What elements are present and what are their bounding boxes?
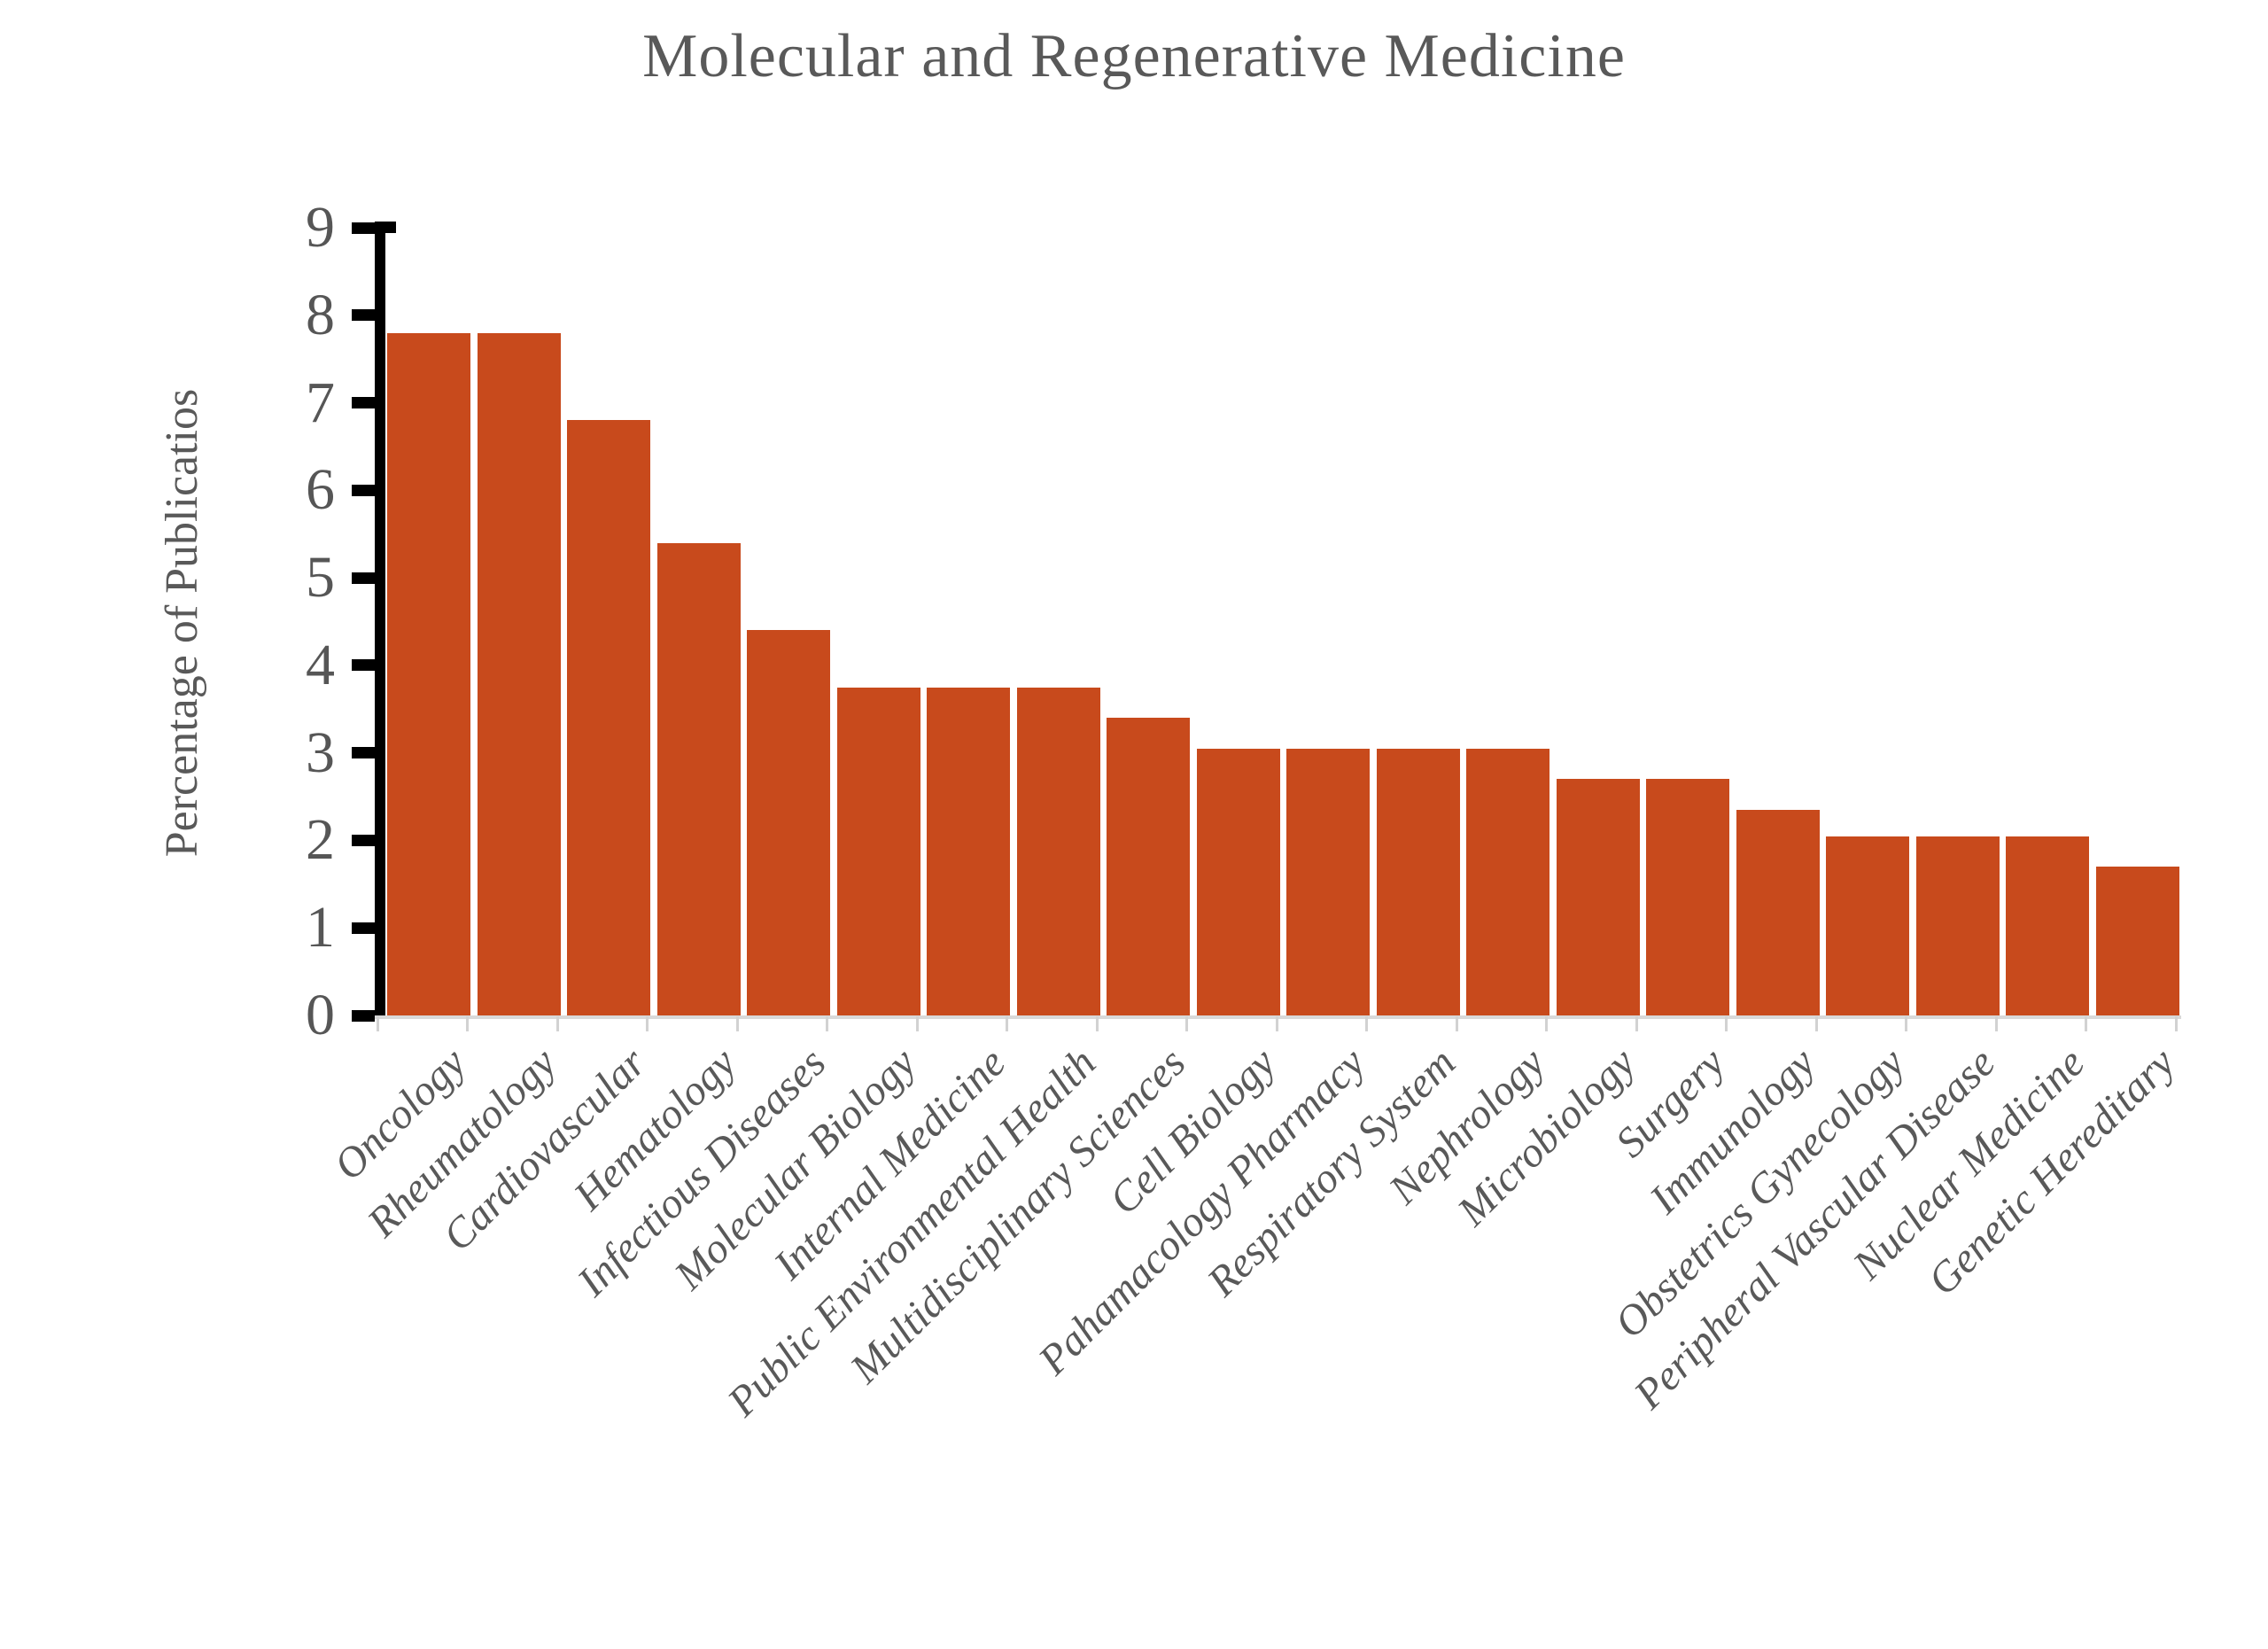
y-axis-top-cap xyxy=(375,222,396,233)
x-tick xyxy=(1185,1016,1188,1031)
bar xyxy=(1915,836,2000,1015)
bar xyxy=(1466,748,1550,1015)
y-tick xyxy=(352,834,375,846)
y-tick xyxy=(352,747,375,759)
x-axis-baseline xyxy=(375,1015,2181,1019)
x-tick xyxy=(376,1016,379,1031)
bar xyxy=(927,687,1010,1015)
bar xyxy=(567,420,650,1015)
x-tick xyxy=(2085,1016,2087,1031)
y-tick-label: 1 xyxy=(306,895,335,961)
y-tick-label: 6 xyxy=(306,457,335,523)
x-tick xyxy=(1814,1016,1818,1031)
x-tick xyxy=(555,1016,559,1031)
bar xyxy=(1286,748,1370,1015)
bar xyxy=(1736,809,1820,1015)
x-tick xyxy=(1545,1016,1548,1031)
y-tick-label: 3 xyxy=(306,719,335,785)
x-tick xyxy=(1006,1016,1008,1031)
x-tick xyxy=(1725,1016,1728,1031)
bar xyxy=(836,687,920,1015)
y-tick xyxy=(352,484,375,496)
bar xyxy=(1376,748,1460,1015)
y-tick-label: 0 xyxy=(306,983,335,1047)
y-tick xyxy=(352,1009,375,1022)
bar xyxy=(1016,687,1100,1015)
y-tick-label: 7 xyxy=(306,369,335,435)
bar xyxy=(1556,779,1640,1015)
bar xyxy=(1107,718,1190,1015)
x-tick xyxy=(915,1016,919,1031)
x-tick xyxy=(646,1016,649,1031)
x-tick xyxy=(1365,1016,1368,1031)
bar xyxy=(2095,867,2179,1015)
x-tick xyxy=(466,1016,469,1031)
y-tick-label: 2 xyxy=(306,807,335,873)
bar xyxy=(2006,836,2089,1015)
bar xyxy=(1646,779,1729,1015)
bar xyxy=(1196,748,1280,1015)
y-tick xyxy=(352,922,375,934)
bar xyxy=(477,332,561,1015)
y-tick xyxy=(352,309,375,322)
x-tick xyxy=(1994,1016,1998,1031)
y-tick xyxy=(352,397,375,409)
x-tick xyxy=(1095,1016,1099,1031)
x-tick xyxy=(1635,1016,1638,1031)
y-tick-label: 9 xyxy=(306,195,335,261)
x-tick xyxy=(826,1016,828,1031)
y-axis-line xyxy=(375,222,385,1019)
x-tick xyxy=(1905,1016,1907,1031)
y-tick xyxy=(352,659,375,672)
y-tick xyxy=(352,572,375,584)
x-tick xyxy=(1455,1016,1458,1031)
x-tick xyxy=(2174,1016,2178,1031)
bar xyxy=(656,542,741,1015)
y-tick-label: 5 xyxy=(306,545,335,611)
chart-title: Molecular and Regenerative Medicine xyxy=(642,22,1626,90)
x-tick xyxy=(1275,1016,1278,1031)
y-tick xyxy=(352,222,375,234)
y-tick-label: 8 xyxy=(306,282,335,347)
bar xyxy=(387,332,470,1015)
bar xyxy=(1826,836,1909,1015)
bar xyxy=(747,630,830,1015)
y-tick-label: 4 xyxy=(306,632,335,697)
x-tick xyxy=(735,1016,739,1031)
